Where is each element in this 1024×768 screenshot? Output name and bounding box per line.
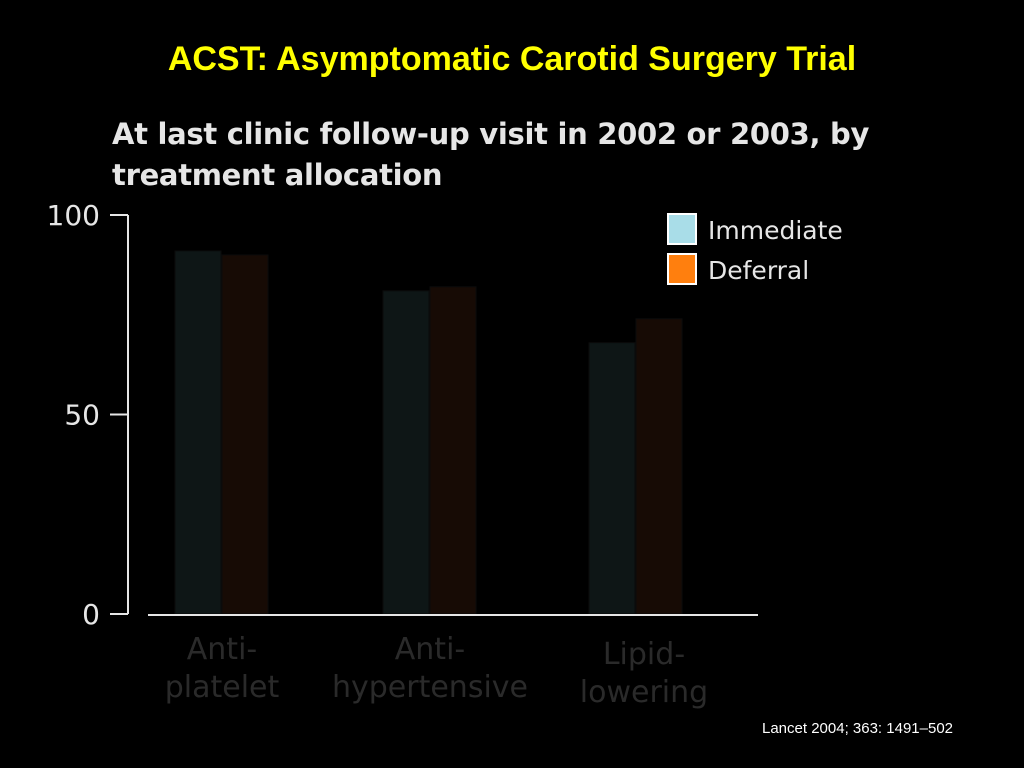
chart-title: At last clinic follow-up visit in 2002 o…: [112, 117, 870, 192]
bar-deferral: [635, 318, 683, 615]
slide-title: ACST: Asymptomatic Carotid Surgery Trial: [167, 40, 857, 78]
x-tick-label: Lipid-: [603, 637, 685, 672]
x-tick-label: platelet: [165, 670, 280, 705]
legend-label: Deferral: [708, 256, 809, 285]
y-tick-label: 50: [64, 399, 100, 432]
citation: Lancet 2004; 363: 1491–502: [762, 720, 954, 737]
x-tick-label: hypertensive: [332, 670, 528, 705]
bar-immediate: [382, 290, 430, 615]
bar-immediate: [174, 250, 222, 615]
y-tick-label: 100: [47, 199, 100, 232]
y-tick-label: 0: [82, 598, 100, 631]
legend-label: Immediate: [708, 216, 843, 245]
x-tick-label: lowering: [580, 675, 708, 710]
bar-deferral: [221, 254, 269, 615]
x-tick-label: Anti-: [395, 632, 465, 667]
bar-immediate: [588, 342, 636, 615]
x-tick-label: Anti-: [187, 632, 257, 667]
bar-deferral: [429, 286, 477, 615]
legend-swatch-deferral: [667, 253, 697, 285]
legend-swatch-immediate: [667, 213, 697, 245]
